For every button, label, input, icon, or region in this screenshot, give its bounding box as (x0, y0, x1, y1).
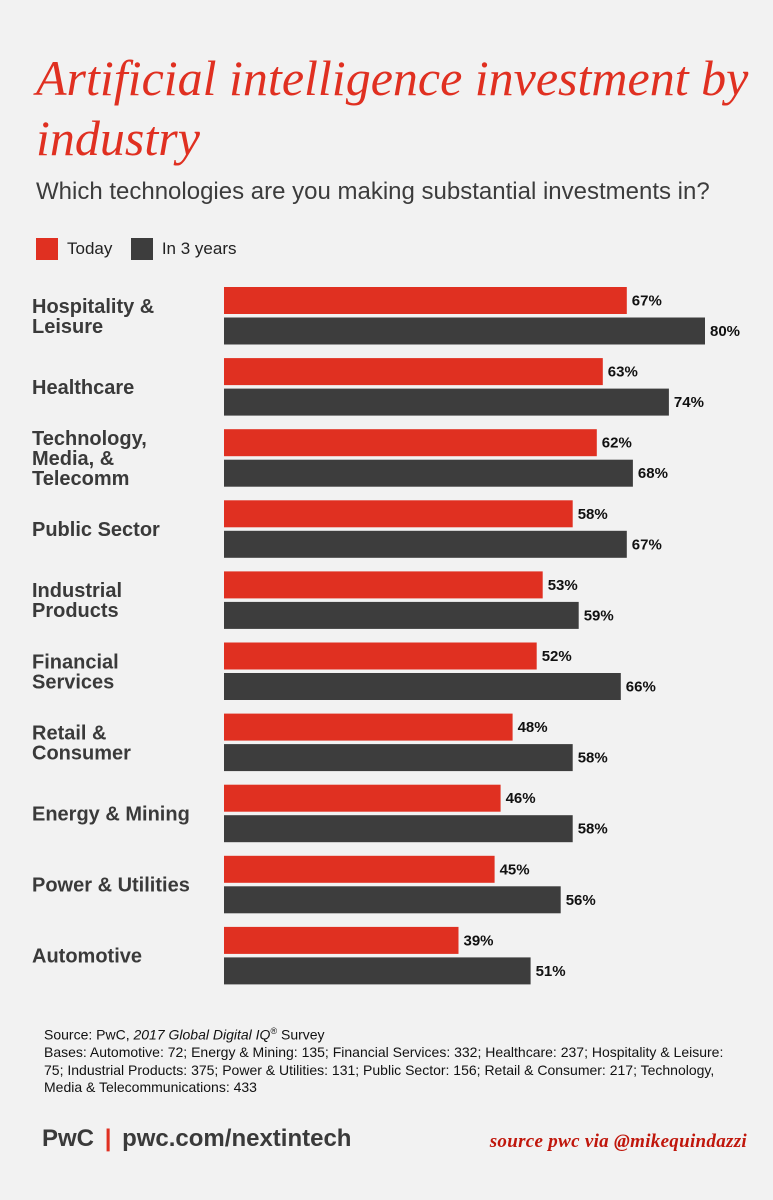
category-label-line: Hospitality & (32, 296, 154, 318)
bar-in-3-years-retail-consumer (224, 744, 573, 772)
value-label-today-public-sector: 58% (578, 506, 608, 523)
category-label-line: Media, & (32, 448, 114, 470)
value-label-today-technology-media-telecomm: 62% (602, 435, 632, 452)
bar-in-3-years-automotive (224, 957, 531, 985)
category-label-line: Retail & (32, 722, 106, 744)
bar-in-3-years-healthcare (224, 388, 669, 416)
value-label-in-3-years-public-sector: 67% (632, 536, 662, 553)
category-label-line: Public Sector (32, 519, 160, 541)
value-label-in-3-years-financial-services: 66% (626, 679, 656, 696)
bar-today-technology-media-telecomm (224, 429, 597, 457)
category-label-financial-services: Financial Services (32, 651, 119, 693)
bar-today-energy-mining (224, 784, 501, 812)
value-label-today-power-utilities: 45% (500, 861, 530, 878)
bar-today-power-utilities (224, 855, 495, 883)
category-label-line: Services (32, 671, 114, 693)
category-label-line: Energy & Mining (32, 803, 190, 825)
category-label-retail-consumer: Retail & Consumer (32, 722, 131, 764)
bar-today-financial-services (224, 642, 537, 670)
category-label-healthcare: Healthcare (32, 377, 134, 399)
bar-in-3-years-public-sector (224, 530, 627, 558)
value-label-today-energy-mining: 46% (506, 790, 536, 807)
value-label-in-3-years-energy-mining: 58% (578, 821, 608, 838)
bar-today-industrial-products (224, 571, 543, 599)
category-label-line: Automotive (32, 946, 142, 968)
value-label-today-financial-services: 52% (542, 648, 572, 665)
value-label-today-hospitality-leisure: 67% (632, 293, 662, 310)
category-label-line: Healthcare (32, 377, 134, 399)
legend: Today In 3 years (36, 238, 250, 260)
value-label-in-3-years-industrial-products: 59% (584, 607, 614, 624)
bar-today-retail-consumer (224, 713, 513, 741)
category-label-line: Industrial (32, 580, 122, 602)
category-label-power-utilities: Power & Utilities (32, 875, 190, 897)
category-label-hospitality-leisure: Hospitality & Leisure (32, 296, 154, 338)
category-label-line: Consumer (32, 742, 131, 764)
category-label-line: Products (32, 600, 119, 622)
bases-note: Bases: Automotive: 72; Energy & Mining: … (44, 1044, 724, 1095)
value-label-in-3-years-technology-media-telecomm: 68% (638, 465, 668, 482)
bar-in-3-years-power-utilities (224, 886, 561, 914)
chart-title: Artificial intelligence investment by in… (36, 50, 749, 166)
value-label-in-3-years-retail-consumer: 58% (578, 750, 608, 767)
category-label-line: Financial (32, 651, 119, 673)
value-label-in-3-years-automotive: 51% (536, 963, 566, 980)
value-label-in-3-years-power-utilities: 56% (566, 892, 596, 909)
bar-in-3-years-hospitality-leisure (224, 317, 705, 345)
brand-separator: | (104, 1125, 112, 1152)
bar-in-3-years-energy-mining (224, 815, 573, 843)
value-label-today-retail-consumer: 48% (518, 719, 548, 736)
category-label-energy-mining: Energy & Mining (32, 803, 190, 825)
category-label-public-sector: Public Sector (32, 519, 160, 541)
brand-name: PwC (42, 1125, 95, 1152)
bar-today-hospitality-leisure (224, 287, 627, 314)
category-label-technology-media-telecomm: Technology, Media, & Telecomm (32, 428, 147, 490)
value-label-today-automotive: 39% (464, 932, 494, 949)
legend-item-in-3-years: In 3 years (130, 238, 237, 260)
legend-swatch-in-3-years (130, 238, 153, 260)
source-survey-name: 2017 Global Digital IQ (133, 1026, 271, 1043)
category-label-industrial-products: Industrial Products (32, 580, 122, 622)
legend-item-today: Today (36, 238, 112, 260)
bar-in-3-years-industrial-products (224, 601, 579, 629)
value-label-today-healthcare: 63% (608, 364, 638, 381)
value-label-in-3-years-healthcare: 74% (674, 394, 704, 411)
legend-label-today: Today (67, 239, 113, 258)
bar-in-3-years-financial-services (224, 673, 621, 700)
bar-in-3-years-technology-media-telecomm (224, 459, 633, 487)
brand-url[interactable]: pwc.com/nextintech (122, 1125, 352, 1152)
category-label-automotive: Automotive (32, 946, 142, 968)
category-label-line: Leisure (32, 316, 103, 338)
source-suffix: Survey (277, 1026, 325, 1043)
category-label-line: Power & Utilities (32, 875, 190, 897)
legend-label-in-3-years: In 3 years (161, 239, 237, 258)
source-prefix: Source: PwC, (44, 1026, 134, 1043)
bar-today-healthcare (224, 358, 603, 386)
value-label-in-3-years-hospitality-leisure: 80% (710, 323, 740, 340)
chart-subtitle: Which technologies are you making substa… (36, 178, 710, 205)
legend-swatch-today (36, 238, 58, 260)
value-label-today-industrial-products: 53% (548, 577, 578, 594)
bar-chart: 67% 80% Hospitality & Leisure 63% 74% Healthca… (32, 287, 740, 985)
category-label-line: Telecomm (32, 468, 129, 490)
bar-today-public-sector (224, 500, 573, 528)
source-note: Source: PwC, 2017 Global Digital IQ® Sur… (44, 1022, 325, 1044)
bar-today-automotive (224, 926, 459, 954)
category-label-line: Technology, (32, 428, 147, 450)
footer-brand: PwC | pwc.com/nextintech (42, 1125, 351, 1153)
registered-mark: ® (270, 1026, 278, 1036)
credit-note: source pwc via @mikequindazzi (489, 1131, 747, 1152)
